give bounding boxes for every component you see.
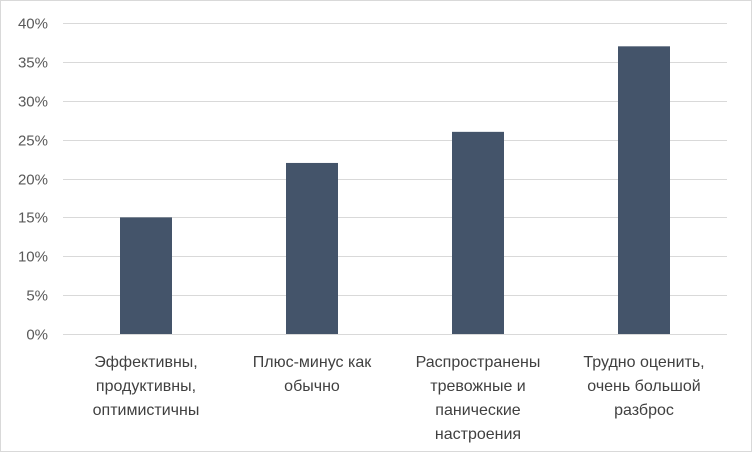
y-tick-label: 25%	[18, 133, 48, 150]
bar	[120, 217, 172, 334]
y-tick-label: 15%	[18, 210, 48, 227]
gridlines	[63, 23, 727, 335]
bars	[120, 46, 670, 334]
y-axis-ticks: 0% 5% 10% 15% 20% 25% 30% 35% 40%	[18, 16, 48, 344]
x-category-label: Эффективны, продуктивны, оптимистичны	[93, 354, 200, 419]
x-category-label-line: Распространены	[416, 354, 541, 371]
y-tick-label: 20%	[18, 172, 48, 189]
x-category-label-line: Трудно оценить,	[583, 354, 704, 371]
x-category-label-line: панические	[435, 402, 521, 419]
x-category-label-line: продуктивны,	[96, 378, 196, 395]
x-category-label-line: оптимистичны	[93, 402, 200, 419]
x-category-label-line: очень большой	[587, 378, 700, 395]
x-category-label-line: разброс	[614, 402, 674, 419]
bar	[286, 162, 338, 334]
y-tick-label: 35%	[18, 55, 48, 72]
y-tick-label: 0%	[26, 327, 48, 344]
y-tick-label: 5%	[26, 288, 48, 305]
bar	[452, 131, 504, 334]
x-category-label-line: обычно	[284, 378, 340, 395]
x-category-label-line: Эффективны,	[94, 354, 197, 371]
y-tick-label: 40%	[18, 16, 48, 33]
x-axis-labels: Эффективны, продуктивны, оптимистичны Плюс-…	[93, 354, 705, 443]
y-tick-label: 10%	[18, 249, 48, 266]
y-tick-label: 30%	[18, 94, 48, 111]
x-category-label: Трудно оценить, очень большой разброс	[583, 354, 704, 419]
x-category-label-line: настроения	[435, 426, 521, 443]
x-category-label: Распространены тревожные и панические настр…	[416, 354, 541, 443]
bar	[618, 46, 670, 334]
x-category-label: Плюс-минус как обычно	[253, 354, 372, 395]
x-category-label-line: Плюс-минус как	[253, 354, 372, 371]
x-category-label-line: тревожные и	[430, 378, 525, 395]
